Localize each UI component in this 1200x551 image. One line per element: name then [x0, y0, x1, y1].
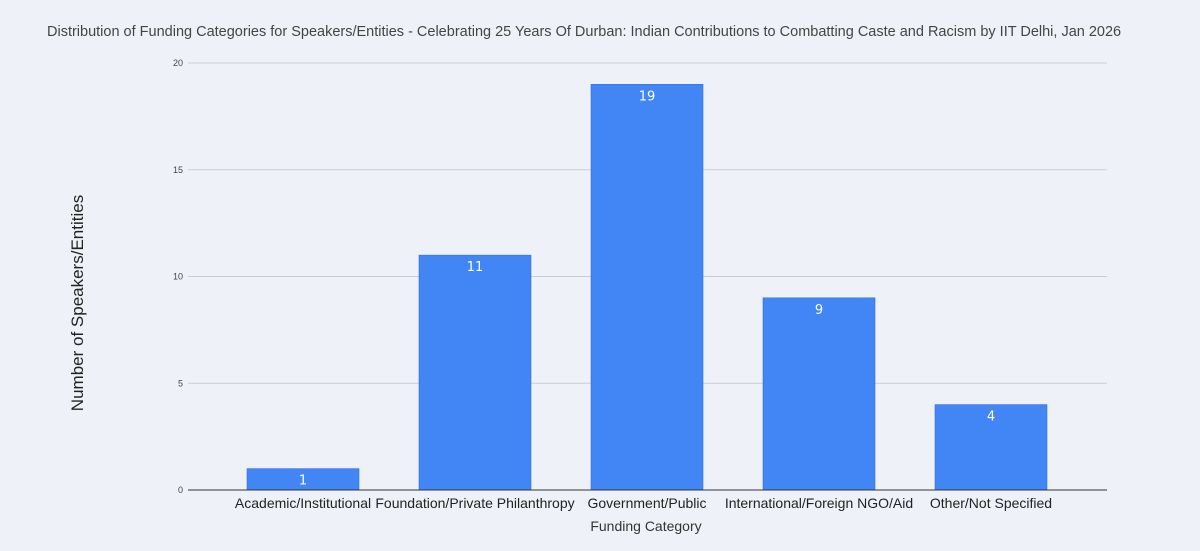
y-axis-ticks: 0 5 10 15 20 — [173, 58, 183, 495]
y-tick-label: 0 — [178, 485, 183, 495]
bar — [934, 404, 1048, 491]
y-tick-label: 10 — [173, 272, 183, 282]
data-label: 9 — [815, 303, 823, 318]
y-tick-label: 20 — [173, 58, 183, 68]
y-tick-label: 15 — [173, 165, 183, 175]
data-label: 19 — [639, 89, 656, 104]
bar — [762, 297, 876, 491]
data-label: 1 — [299, 474, 307, 489]
x-category-label: Academic/Institutional — [235, 495, 371, 511]
x-axis-title: Funding Category — [590, 518, 701, 534]
data-label: 4 — [987, 410, 995, 425]
y-axis-title: Number of Speakers/Entities — [68, 195, 87, 411]
x-axis-category-labels: Academic/Institutional Foundation/Private… — [235, 495, 1052, 511]
x-category-label: Other/Not Specified — [930, 495, 1052, 511]
bars — [246, 84, 1048, 491]
x-category-label: Government/Public — [587, 495, 706, 511]
bar — [590, 84, 704, 491]
data-label: 11 — [467, 260, 484, 275]
x-category-label: Foundation/Private Philanthropy — [375, 495, 574, 511]
chart-title: Distribution of Funding Categories for S… — [47, 24, 1122, 40]
x-category-label: International/Foreign NGO/Aid — [725, 495, 913, 511]
y-tick-label: 5 — [178, 378, 183, 388]
bar — [418, 254, 532, 491]
